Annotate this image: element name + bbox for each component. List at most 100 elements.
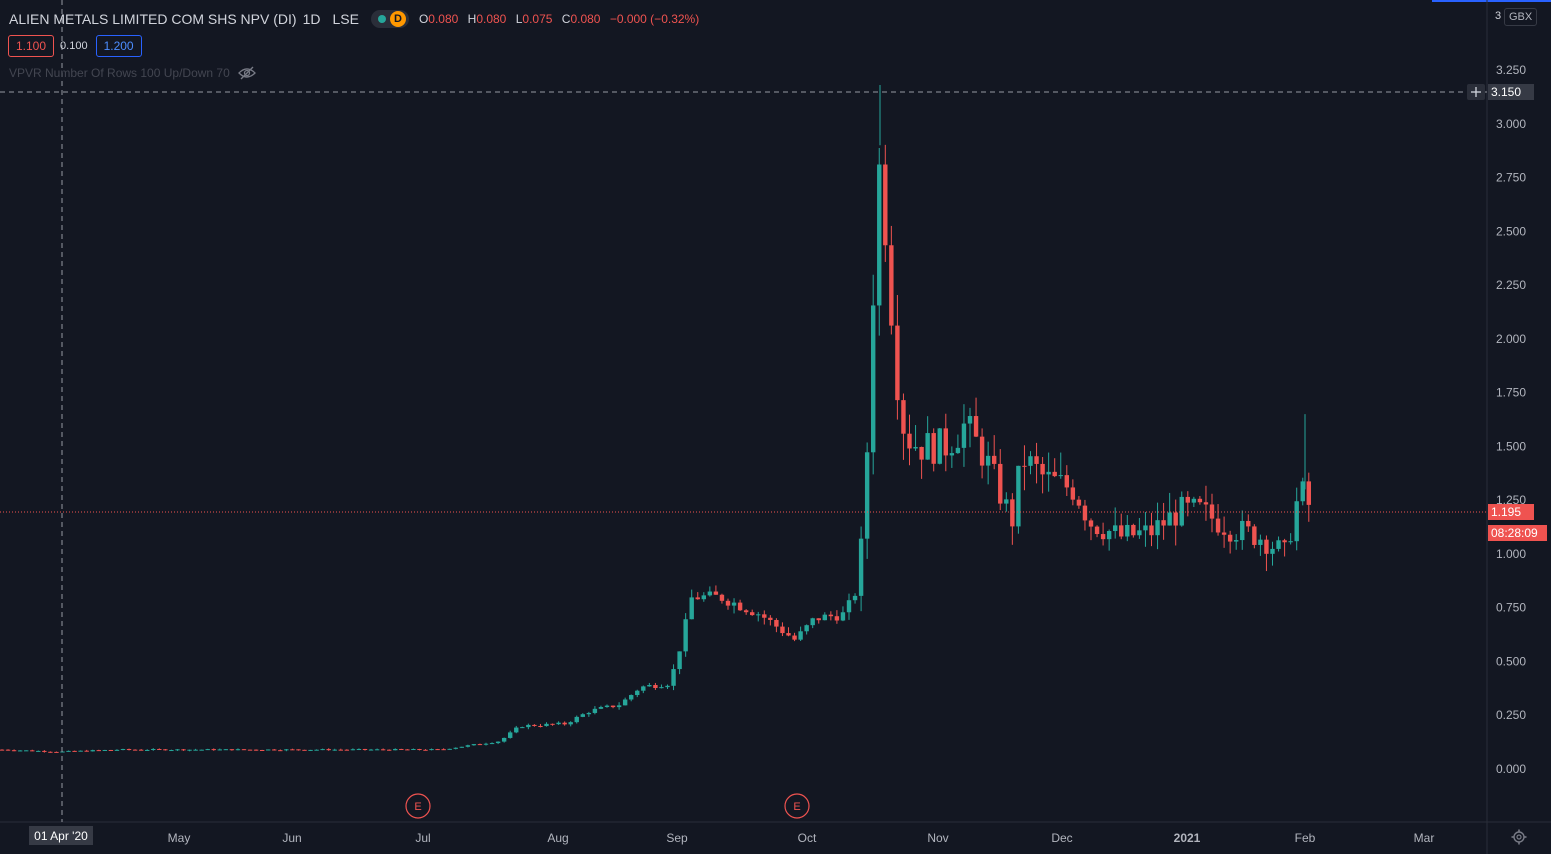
candle: [592, 706, 598, 715]
candle: [181, 748, 186, 751]
candle: [1125, 515, 1130, 542]
candle: [1155, 502, 1160, 550]
candle: [290, 748, 295, 751]
buy-button[interactable]: 1.200: [95, 35, 142, 57]
symbol-title[interactable]: ALIEN METALS LIMITED COM SHS NPV (DI): [9, 11, 297, 27]
candle: [574, 715, 579, 724]
candle: [320, 748, 325, 751]
candle: [66, 750, 71, 752]
price-tick-label: 1.000: [1496, 547, 1526, 561]
candle: [834, 610, 840, 624]
candle: [356, 748, 362, 751]
candle: [453, 747, 458, 750]
candle: [616, 702, 622, 710]
candle: [1131, 523, 1136, 538]
indicator-legend[interactable]: VPVR Number Of Rows 100 Up/Down 70: [9, 66, 256, 80]
low-value: 0.075: [522, 12, 553, 26]
candle: [798, 626, 803, 642]
candle: [719, 593, 725, 604]
candle: [1227, 530, 1233, 554]
candle: [108, 749, 114, 751]
candle: [858, 526, 864, 612]
candle: [1028, 451, 1033, 475]
candle: [792, 632, 797, 642]
candle: [387, 749, 392, 751]
candle: [266, 749, 271, 751]
candle: [120, 748, 126, 751]
candle: [72, 750, 77, 752]
currency-button[interactable]: GBX: [1504, 8, 1538, 26]
candle: [604, 704, 610, 708]
candle: [126, 748, 132, 751]
sell-button[interactable]: 1.100: [8, 35, 55, 57]
candle: [11, 749, 17, 752]
earnings-event-marker: E: [405, 793, 431, 819]
candle: [731, 598, 737, 614]
exchange-label: LSE: [332, 11, 359, 27]
candle: [429, 748, 434, 751]
candle: [1046, 452, 1051, 492]
candle: [1173, 499, 1178, 546]
candle: [647, 682, 652, 687]
candle: [973, 397, 979, 438]
market-open-dot-icon: [377, 15, 386, 23]
candle: [163, 748, 168, 751]
candle: [229, 749, 235, 751]
candle: [90, 749, 95, 752]
candle: [217, 748, 222, 751]
time-axis-label: May: [168, 831, 191, 845]
candle: [725, 598, 731, 610]
time-axis-label: Oct: [798, 831, 817, 845]
candle: [302, 749, 307, 751]
candle: [1016, 465, 1021, 534]
candle: [992, 435, 997, 470]
candle: [42, 750, 47, 753]
gear-icon[interactable]: [1511, 829, 1527, 845]
candle: [205, 748, 210, 751]
candle: [925, 416, 930, 460]
candle: [889, 225, 894, 335]
candle: [895, 295, 900, 420]
candle: [653, 682, 658, 690]
candle: [1282, 538, 1287, 557]
candle: [465, 744, 471, 748]
candle: [610, 705, 616, 709]
eye-hidden-icon[interactable]: [237, 66, 256, 80]
candle: [1064, 465, 1069, 496]
candle: [967, 407, 973, 448]
candle: [1088, 518, 1094, 541]
candle: [949, 446, 955, 468]
candle: [556, 721, 561, 725]
candle: [362, 748, 368, 751]
candle: [877, 147, 882, 336]
candle: [399, 748, 404, 750]
time-axis-label: Dec: [1051, 831, 1072, 845]
candle: [169, 749, 174, 752]
candle: [532, 724, 537, 727]
candle: [683, 613, 688, 657]
candle: [278, 749, 283, 752]
candle: [1137, 518, 1142, 539]
candle: [641, 685, 646, 694]
countdown-tag: 08:28:09: [1488, 525, 1547, 541]
candle: [1288, 533, 1293, 545]
crosshair-price-tag: 3.150: [1488, 84, 1534, 100]
candle: [943, 413, 948, 472]
candle: [483, 742, 489, 746]
candle: [1149, 512, 1154, 547]
market-status-pill[interactable]: D: [370, 10, 409, 28]
candle: [284, 748, 289, 752]
candle: [30, 749, 35, 752]
candle: [931, 428, 936, 472]
time-axis-label: Jun: [282, 831, 301, 845]
candle: [780, 622, 785, 637]
candle: [1179, 491, 1184, 527]
time-axis-label: Mar: [1414, 831, 1435, 845]
candle: [544, 722, 549, 727]
interval-label[interactable]: 1D: [302, 11, 321, 27]
candle: [568, 721, 573, 727]
candle: [151, 748, 156, 751]
candle: [54, 751, 59, 753]
